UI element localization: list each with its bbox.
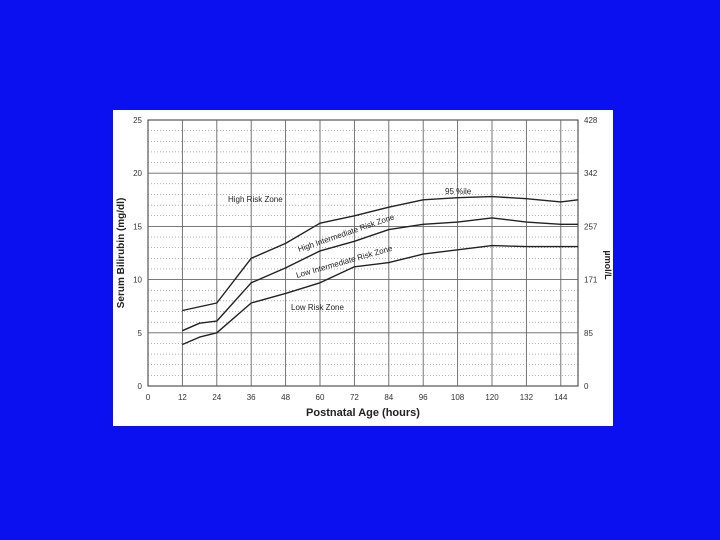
right-axis-title: µmol/L bbox=[603, 250, 613, 280]
right-axis-ticks: 0 85 171 257 342 428 bbox=[584, 116, 598, 391]
x-tick-label: 72 bbox=[350, 393, 359, 402]
y-axis-ticks: 0 5 10 15 20 25 bbox=[133, 116, 142, 391]
y-tick-label: 25 bbox=[133, 116, 142, 125]
x-tick-label: 0 bbox=[146, 393, 151, 402]
x-tick-label: 120 bbox=[485, 393, 499, 402]
grid bbox=[148, 120, 578, 386]
right-tick-label: 171 bbox=[584, 276, 598, 285]
right-tick-label: 0 bbox=[584, 382, 589, 391]
zone-label-high-risk: High Risk Zone bbox=[228, 195, 283, 204]
series-lines bbox=[182, 195, 579, 346]
y-tick-label: 5 bbox=[138, 329, 143, 338]
y-tick-label: 15 bbox=[133, 222, 142, 231]
x-tick-label: 36 bbox=[247, 393, 256, 402]
series-line-1 bbox=[182, 195, 579, 312]
bilirubin-nomogram-chart: 0 12 24 36 48 60 72 84 96 108 120 132 144 0 5 10 15 20 25… bbox=[116, 116, 613, 419]
chart-panel: 0 12 24 36 48 60 72 84 96 108 120 132 144 0 5 10 15 20 25… bbox=[113, 110, 613, 426]
zone-label-low-risk: Low Risk Zone bbox=[291, 303, 344, 312]
x-tick-label: 24 bbox=[212, 393, 221, 402]
series-line-2 bbox=[182, 217, 578, 332]
right-tick-label: 342 bbox=[584, 169, 598, 178]
x-tick-label: 96 bbox=[419, 393, 428, 402]
x-tick-label: 84 bbox=[384, 393, 393, 402]
x-axis-ticks: 0 12 24 36 48 60 72 84 96 108 120 132 144 bbox=[146, 393, 568, 402]
x-axis-title: Postnatal Age (hours) bbox=[306, 407, 420, 419]
plot-frame bbox=[147, 119, 579, 387]
y-tick-label: 10 bbox=[133, 276, 142, 285]
right-tick-label: 85 bbox=[584, 329, 593, 338]
y-axis-title: Serum Bilirubin (mg/dl) bbox=[116, 198, 127, 309]
x-tick-label: 48 bbox=[281, 393, 290, 402]
series-line-3 bbox=[182, 244, 578, 346]
x-tick-label: 60 bbox=[316, 393, 325, 402]
percentile-annotation: 95 %ile bbox=[445, 187, 472, 196]
right-tick-label: 428 bbox=[584, 116, 598, 125]
right-tick-label: 257 bbox=[584, 222, 598, 231]
x-tick-label: 12 bbox=[178, 393, 187, 402]
y-tick-label: 20 bbox=[133, 169, 142, 178]
x-tick-label: 144 bbox=[554, 393, 568, 402]
x-tick-label: 108 bbox=[451, 393, 465, 402]
x-tick-label: 132 bbox=[520, 393, 534, 402]
y-tick-label: 0 bbox=[138, 382, 143, 391]
